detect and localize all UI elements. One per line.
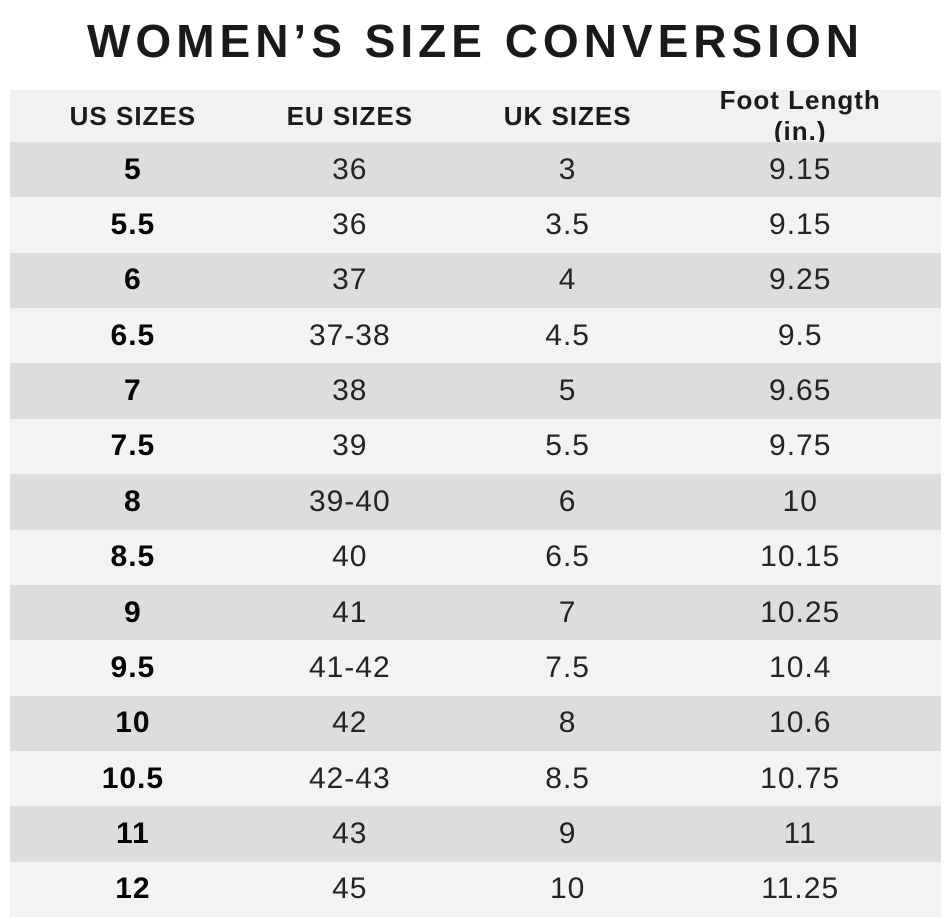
table-cell: 11.25 [761, 872, 840, 906]
table-cell: 7.5 [545, 650, 590, 684]
table-cell: 12 [115, 872, 151, 906]
table-cell: 37-38 [308, 318, 391, 352]
table-cell: 5 [124, 152, 142, 186]
column-header: Foot Length (in.) [719, 85, 881, 146]
table-cell: 10.75 [760, 761, 841, 795]
table-cell: 8.5 [545, 761, 590, 795]
table-row: 9.5 41-42 7.5 10.4 [10, 640, 941, 696]
table-cell: 10.25 [760, 595, 841, 629]
column-header: EU SIZES [286, 100, 414, 131]
column-header: US SIZES [69, 100, 197, 131]
table-row: 10.5 42-43 8.5 10.75 [10, 750, 941, 807]
table-row: 9 41 7 10.25 [10, 584, 941, 641]
table-row: 10 42 8 10.6 [10, 695, 941, 751]
table-row: 12 45 10 11.25 [10, 861, 941, 917]
table-row: 5 36 3 9.15 [10, 142, 941, 198]
table-cell: 9.15 [769, 152, 832, 186]
table-row: 8 39-40 6 10 [10, 474, 941, 530]
table-cell: 10.5 [101, 761, 165, 795]
table-cell: 8 [124, 484, 142, 518]
table-cell: 9.5 [110, 650, 156, 684]
table-cell: 9 [558, 816, 577, 850]
table-cell: 11 [783, 816, 817, 850]
table-cell: 43 [332, 816, 368, 850]
table-cell: 6 [124, 263, 142, 297]
table-cell: 7 [124, 374, 142, 408]
table-cell: 9 [124, 595, 142, 629]
table-row: 6 37 4 9.25 [10, 252, 941, 309]
table-cell: 5.5 [545, 429, 590, 463]
table-cell: 42 [332, 706, 368, 740]
table-cell: 5 [558, 374, 577, 408]
table-cell: 7 [558, 595, 577, 629]
table-row: 6.5 37-38 4.5 9.5 [10, 308, 941, 364]
table-row: 11 43 9 11 [10, 806, 941, 862]
table-cell: 3.5 [545, 208, 590, 242]
table-cell: 4.5 [545, 318, 590, 352]
table-cell: 4 [558, 263, 577, 297]
table-cell: 10 [549, 872, 586, 906]
table-cell: 41-42 [308, 650, 391, 684]
table-cell: 9.25 [769, 263, 832, 297]
table-cell: 3 [558, 152, 577, 186]
table-cell: 38 [332, 374, 368, 408]
table-cell: 9.5 [777, 318, 823, 352]
table-cell: 45 [332, 872, 368, 906]
table-cell: 39-40 [308, 484, 391, 518]
table-cell: 42-43 [308, 761, 391, 795]
table-cell: 11 [116, 816, 150, 850]
table-cell: 41 [332, 595, 368, 629]
table-cell: 6.5 [110, 318, 156, 352]
page-title: WOMEN’S SIZE CONVERSION [87, 15, 864, 67]
table-cell: 10.4 [769, 650, 832, 684]
table-cell: 6 [558, 484, 577, 518]
table-row: 8.5 40 6.5 10.15 [10, 529, 941, 585]
table-cell: 39 [332, 429, 368, 463]
table-row: 7 38 5 9.65 [10, 363, 941, 419]
table-cell: 40 [332, 540, 368, 574]
table-cell: 9.65 [769, 374, 832, 408]
table-cell: 36 [332, 152, 368, 186]
table-header-row: US SIZES EU SIZES UK SIZES Foot Length (in.… [10, 85, 941, 146]
table-cell: 8.5 [110, 540, 156, 574]
table-row: 7.5 39 5.5 9.75 [10, 418, 941, 475]
table-cell: 5.5 [110, 208, 156, 242]
table-body: 5 36 3 9.15 5.5 36 3.5 9.15 6 37 4 9.25 6.5 37-38 4.5 9… [10, 142, 941, 917]
table-cell: 9.75 [769, 429, 832, 463]
table-cell: 6.5 [545, 540, 590, 574]
size-conversion-table: US SIZES EU SIZES UK SIZES Foot Length (in.… [10, 85, 941, 917]
table-cell: 10.15 [760, 540, 841, 574]
table-cell: 37 [332, 263, 368, 297]
table-cell: 7.5 [110, 429, 156, 463]
table-cell: 36 [332, 208, 368, 242]
table-cell: 10.6 [769, 706, 832, 740]
column-header: UK SIZES [503, 100, 632, 131]
table-cell: 8 [558, 706, 577, 740]
table-cell: 10 [782, 484, 818, 518]
table-row: 5.5 36 3.5 9.15 [10, 197, 941, 253]
table-cell: 9.15 [769, 208, 832, 242]
table-cell: 10 [115, 706, 151, 740]
